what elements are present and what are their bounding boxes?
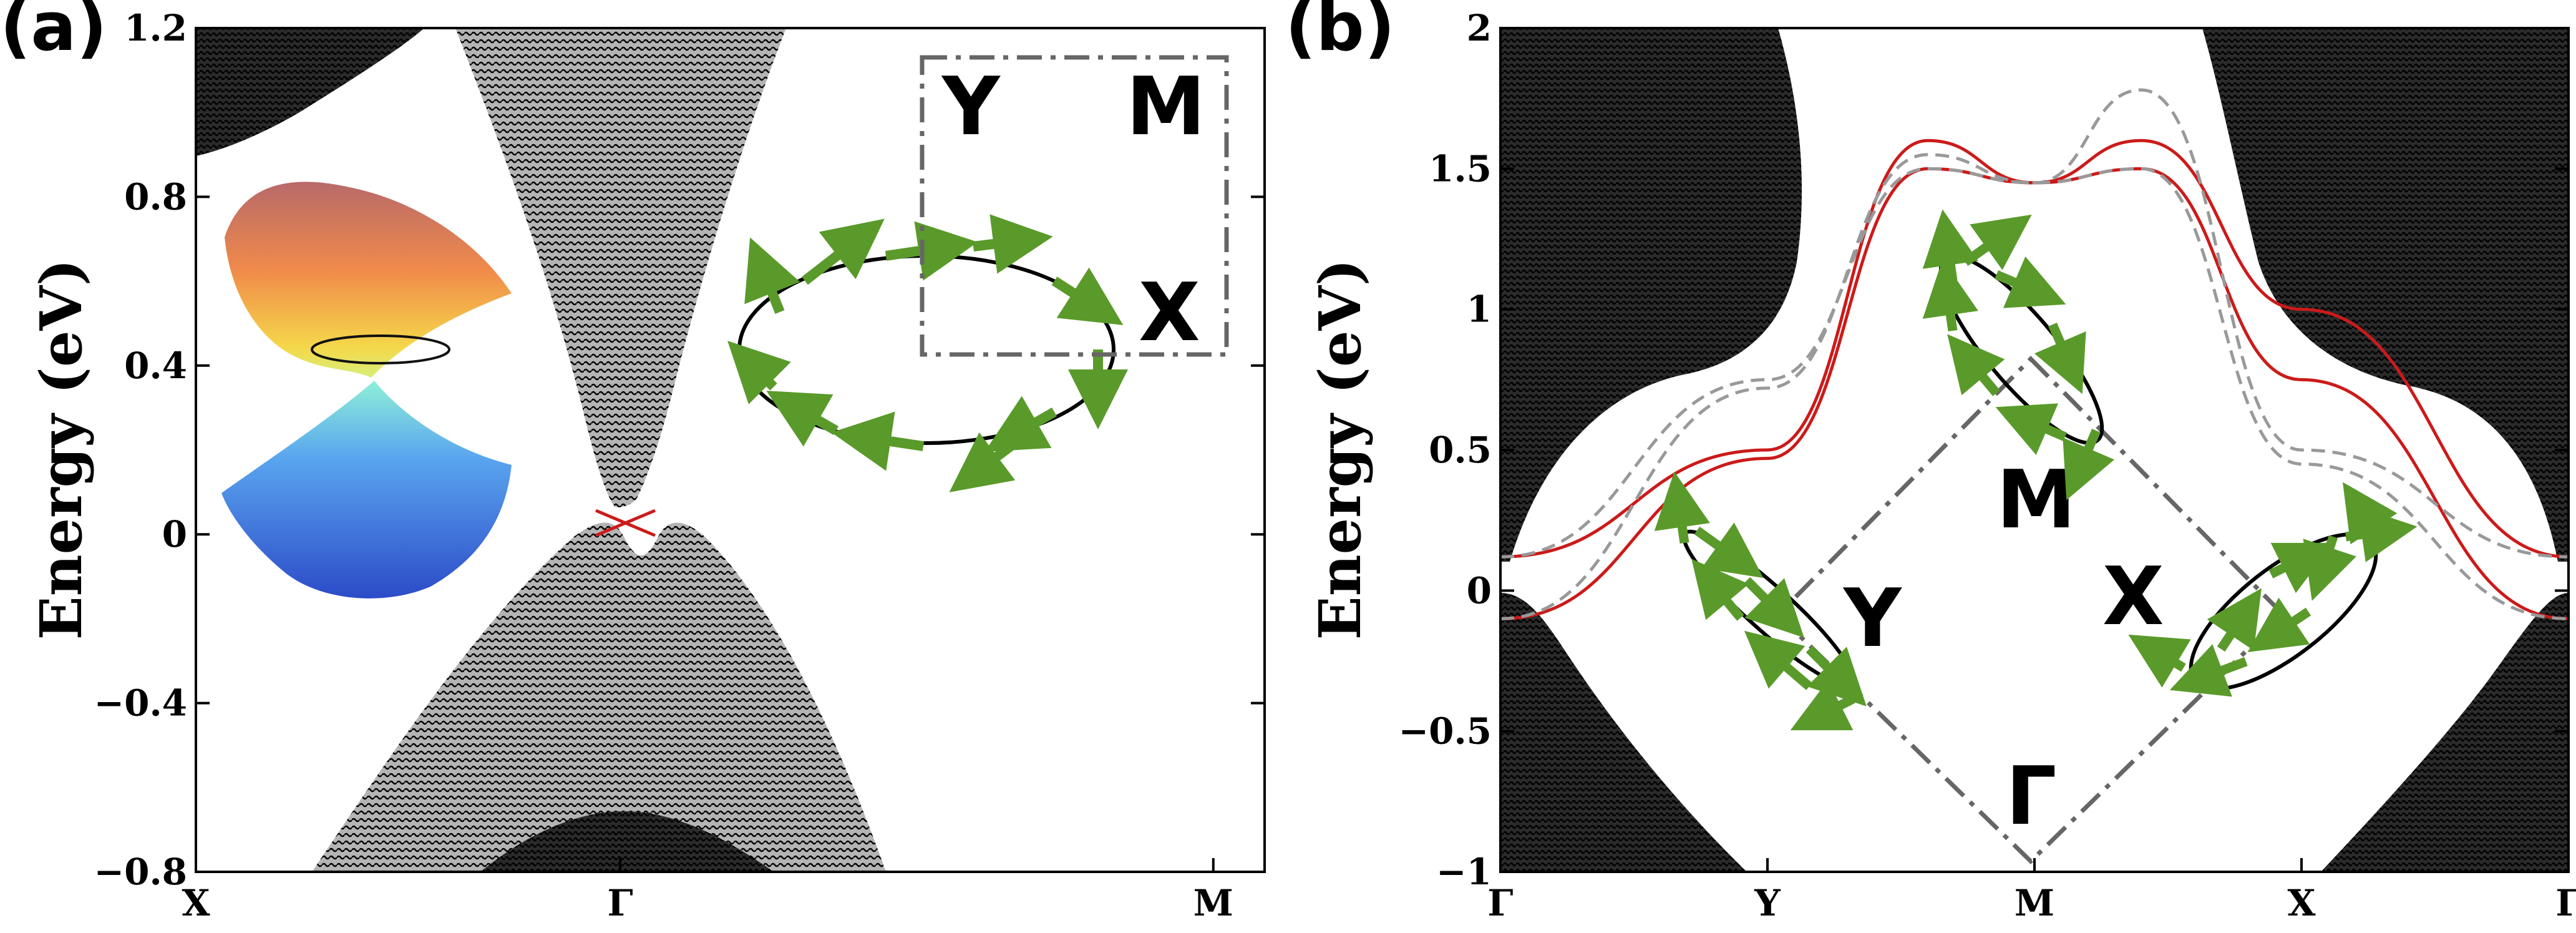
panel-a: (a) Energy (eV) xyxy=(0,0,1266,924)
ytick-label: 0.4 xyxy=(124,344,187,387)
panel-b-bulk-bands xyxy=(1500,28,2569,872)
xtick-label: Γ xyxy=(2555,882,2576,924)
ytick-label: 2 xyxy=(1467,7,1492,49)
bz-a-label-x: X xyxy=(1139,266,1200,359)
spin-ellipse-m xyxy=(1922,209,2115,501)
ytick-label: −1 xyxy=(1436,851,1492,893)
panel-a-dirac-cone-inset xyxy=(221,182,512,598)
surface-state-line xyxy=(1500,153,2569,620)
panel-a-frame xyxy=(195,27,1266,873)
bz-a-label-y: Y xyxy=(941,61,1001,154)
panel-b-bz-inset: M Y X Γ xyxy=(1775,356,2287,864)
panel-a-label: (a) xyxy=(0,0,107,66)
ytick-label: 0.8 xyxy=(124,175,187,218)
panel-a-bz-inset: Y M X xyxy=(920,55,1229,359)
panel-a-spin-texture xyxy=(727,214,1128,492)
panel-a-surface-state xyxy=(595,509,656,537)
ytick-label: −0.5 xyxy=(1398,710,1492,753)
bz-a-label-m: M xyxy=(1126,61,1205,154)
spin-ellipse-y xyxy=(1654,471,1867,731)
ytick-label: 0 xyxy=(1467,569,1492,612)
panel-b-spin-textures xyxy=(1654,209,2418,731)
xtick-label: X xyxy=(182,882,210,924)
ytick-label: 0 xyxy=(162,513,187,555)
xtick-label: M xyxy=(1193,882,1233,924)
ytick-label: 0.5 xyxy=(1429,429,1492,471)
panel-b-ylabel: Energy (eV) xyxy=(1306,259,1374,640)
bz-b-label-g: Γ xyxy=(2006,750,2057,843)
bz-b-label-y: Y xyxy=(1842,572,1902,665)
ytick-label: −0.4 xyxy=(94,682,187,725)
xtick-label: Γ xyxy=(607,882,633,924)
panel-b: (b) Energy (eV) M Y X Γ xyxy=(1285,0,2576,924)
ytick-label: 1.2 xyxy=(124,7,187,49)
ytick-label: 1.5 xyxy=(1429,147,1492,190)
bz-b-label-x: X xyxy=(2102,550,2164,643)
surface-state-line xyxy=(1500,88,2569,559)
panel-a-yticks: 1.2 0.8 0.4 0 −0.4 −0.8 xyxy=(94,7,1265,893)
panel-b-surface-states xyxy=(1500,88,2569,620)
ytick-label: 1 xyxy=(1467,288,1492,331)
xtick-label: M xyxy=(2015,882,2054,924)
spin-ellipse-x xyxy=(2128,482,2418,697)
panel-a-bulk-bands xyxy=(196,28,886,872)
xtick-label: Γ xyxy=(1487,882,1513,924)
panel-b-label: (b) xyxy=(1285,0,1395,66)
xtick-label: Y xyxy=(1754,882,1781,924)
panel-a-ylabel: Energy (eV) xyxy=(27,259,95,640)
panel-b-yticks: 2 1.5 1 0.5 0 −0.5 −1 xyxy=(1398,7,2569,893)
bz-b-label-m: M xyxy=(1996,454,2076,547)
xtick-label: X xyxy=(2287,882,2315,924)
ytick-label: −0.8 xyxy=(94,851,187,893)
